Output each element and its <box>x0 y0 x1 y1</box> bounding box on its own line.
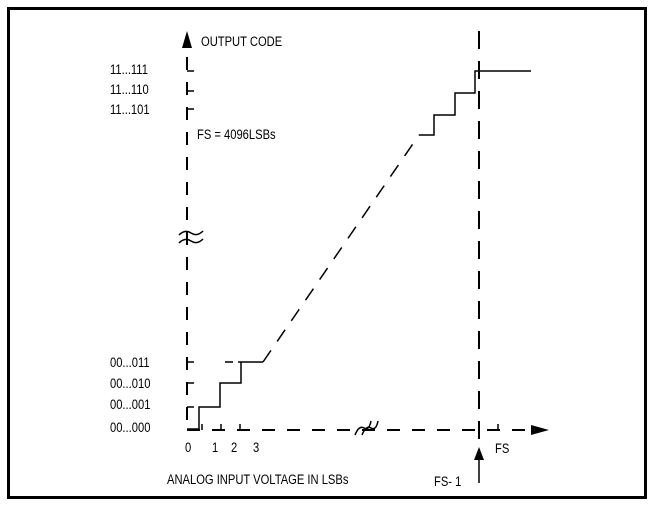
x-axis-arrowhead <box>531 425 549 435</box>
y-axis-break <box>178 230 204 244</box>
x-axis-title: ANALOG INPUT VOLTAGE IN LSBs <box>167 472 348 487</box>
x-tick-label-1: 1 <box>212 440 218 455</box>
transfer-function-diagram: OUTPUT CODE 11...111 11...110 11...101 F… <box>7 7 647 499</box>
y-tick-label-011: 00...011 <box>110 355 150 370</box>
y-tick-label-111: 11...111 <box>110 62 148 77</box>
fs-minus-one-label: FS- 1 <box>434 474 461 489</box>
x-tick-label-3: 3 <box>253 440 259 455</box>
diagonal-transition <box>262 134 420 363</box>
y-tick-label-101: 11...101 <box>110 102 150 117</box>
y-axis-title: OUTPUT CODE <box>201 34 282 49</box>
upper-staircase <box>419 70 531 136</box>
x-tick-label-2: 2 <box>231 440 237 455</box>
figure-border <box>7 7 647 499</box>
lower-staircase <box>187 362 242 430</box>
x-axis-break <box>354 420 379 436</box>
fs-annotation: FS = 4096LSBs <box>197 127 276 142</box>
y-tick-label-000: 00...000 <box>110 420 150 435</box>
fs-minus-one-arrowhead <box>474 447 484 460</box>
y-tick-label-010: 00...010 <box>110 376 150 391</box>
x-tick-label-0: 0 <box>185 440 191 455</box>
y-tick-label-110: 11...110 <box>110 82 149 97</box>
x-tick-label-fs: FS <box>495 441 509 456</box>
y-tick-label-001: 00...001 <box>110 397 150 412</box>
y-axis-arrowhead <box>182 31 192 48</box>
